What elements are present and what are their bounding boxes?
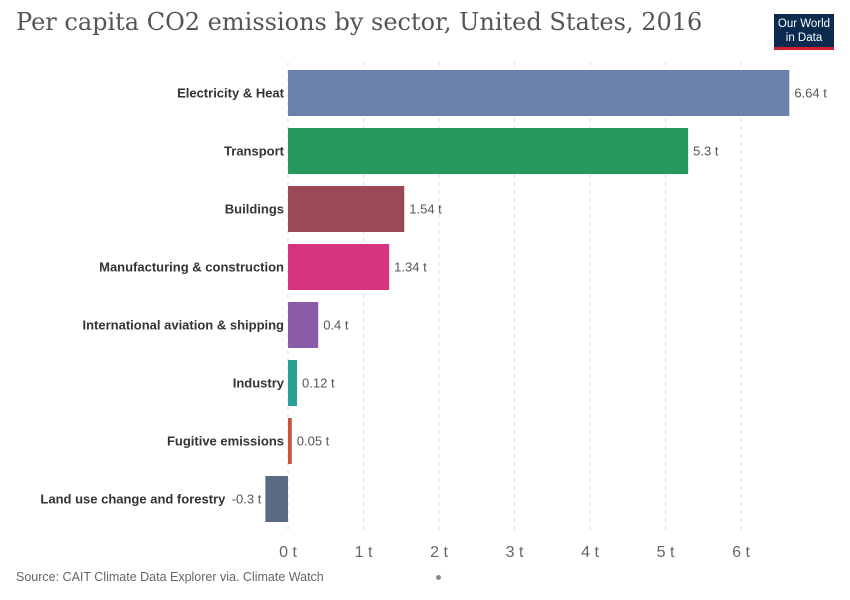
- bar: [288, 186, 405, 232]
- bars: [265, 70, 790, 522]
- value-label: 1.34 t: [394, 260, 427, 275]
- category-label: Manufacturing & construction: [99, 260, 284, 275]
- category-label: International aviation & shipping: [82, 318, 284, 333]
- labels: Electricity & Heat 6.64 t Transport 5.3 t Bu…: [40, 86, 827, 507]
- value-label: 5.3 t: [693, 144, 719, 159]
- owid-logo[interactable]: Our World in Data: [774, 14, 834, 50]
- category-label: Industry: [233, 376, 285, 391]
- category-label: Fugitive emissions: [167, 434, 284, 449]
- x-tick-label: 4 t: [581, 544, 599, 561]
- x-axis-ticks: 0 t 1 t 2 t 3 t 4 t 5 t 6 t: [279, 544, 750, 561]
- x-tick-label: 5 t: [657, 544, 675, 561]
- pagination-dot: [436, 575, 441, 580]
- bar: [288, 128, 689, 174]
- x-tick-label: 2 t: [430, 544, 448, 561]
- value-label: 1.54 t: [409, 202, 442, 217]
- value-label: 6.64 t: [794, 86, 827, 101]
- value-label: 0.12 t: [302, 376, 335, 391]
- bar: [288, 70, 790, 116]
- category-label: Land use change and forestry: [40, 492, 226, 507]
- x-tick-label: 3 t: [506, 544, 524, 561]
- bar: [288, 360, 298, 406]
- bar: [288, 418, 292, 464]
- x-tick-label: 1 t: [355, 544, 373, 561]
- value-label: 0.05 t: [297, 434, 330, 449]
- x-tick-label: 6 t: [732, 544, 750, 561]
- bar: [265, 476, 288, 522]
- grid-lines: [287, 62, 742, 530]
- logo-line-2: in Data: [785, 32, 823, 44]
- value-label: -0.3 t: [232, 492, 262, 507]
- bar: [288, 302, 319, 348]
- category-label: Electricity & Heat: [177, 86, 285, 101]
- value-label: 0.4 t: [323, 318, 349, 333]
- chart-title: Per capita CO2 emissions by sector, Unit…: [16, 8, 703, 36]
- source-note: Source: CAIT Climate Data Explorer via. …: [16, 570, 324, 584]
- category-label: Transport: [224, 144, 285, 159]
- x-tick-label: 0 t: [279, 544, 297, 561]
- category-label: Buildings: [225, 202, 284, 217]
- logo-line-1: Our World: [777, 18, 831, 30]
- bar: [288, 244, 390, 290]
